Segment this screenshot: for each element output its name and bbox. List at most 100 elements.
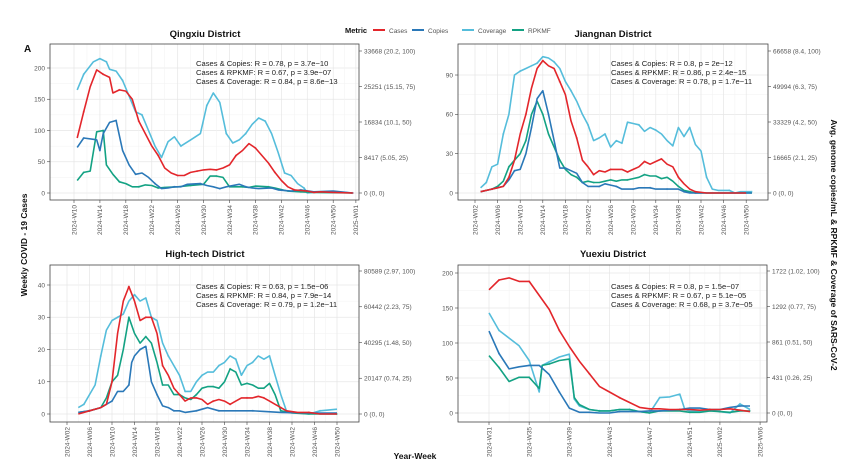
data-point-rpkmf (212, 385, 215, 388)
data-point-coverage (553, 60, 556, 64)
y-tick-label: 0 (449, 410, 453, 417)
y-tick-label: 0 (41, 190, 45, 197)
correlation-annotation: Cases & Copies: R = 0.78, p = 3.7e−10 (196, 59, 328, 68)
data-point-cases (102, 73, 105, 76)
x-tick-label: 2024-W50 (331, 205, 338, 235)
y-tick-label: 0 (449, 190, 453, 197)
data-point-coverage (184, 390, 187, 393)
data-point-copies (110, 400, 114, 403)
data-point-copies (244, 185, 247, 188)
data-point-coverage (200, 374, 204, 377)
data-point-cases (307, 411, 310, 414)
panel-title: Jiangnan District (574, 29, 652, 40)
y-right-tick-label: 0 (0, 0) (364, 190, 385, 197)
y-axis-right-title: Avg. genome copies/mL & RPKMF & Coverage… (829, 119, 839, 371)
data-point-cases (195, 396, 198, 399)
data-point-cases (215, 168, 218, 171)
data-point-coverage (688, 126, 691, 129)
data-point-rpkmf (575, 176, 578, 179)
series-line-cases (488, 277, 751, 413)
data-point-cases (507, 176, 510, 179)
data-point-coverage (99, 354, 102, 358)
data-point-rpkmf (279, 409, 282, 412)
panel-high-tech-district: High-tech District 0 10 20 30 40 0 (0, 0) 20147… (38, 249, 416, 457)
legend-label: Coverage (478, 28, 507, 35)
x-tick-label: 2024-W26 (175, 205, 182, 235)
data-point-copies (618, 410, 621, 413)
data-point-coverage (283, 171, 286, 175)
data-point-coverage (502, 132, 505, 136)
y-tick-label: 30 (38, 315, 46, 322)
legend: Cases Copies Coverage RPKMF (373, 28, 551, 35)
data-point-coverage (217, 364, 220, 367)
legend-label: Cases (389, 28, 408, 35)
x-tick-label: 2024-W50 (744, 205, 751, 235)
y-tick-label: 40 (38, 282, 46, 289)
data-point-coverage (179, 145, 183, 148)
y-right-tick-label: 60442 (2.23, 75) (364, 304, 412, 311)
data-point-cases (82, 110, 85, 113)
data-point-cases (137, 120, 140, 123)
x-tick-label: 2024-W18 (563, 205, 570, 235)
y-right-tick-label: 66658 (8.4, 100) (773, 48, 821, 55)
data-point-rpkmf (102, 129, 105, 132)
data-point-cases (312, 191, 315, 194)
x-tick-label: 2024-W02 (472, 205, 479, 235)
data-point-copies (632, 187, 635, 191)
panel-title: Qingxiu District (170, 29, 242, 40)
y-tick-label: 150 (442, 305, 453, 312)
data-point-coverage (485, 181, 488, 184)
data-point-cases (558, 80, 561, 83)
data-point-coverage (160, 156, 163, 159)
y-tick-label: 200 (34, 65, 45, 72)
y-tick-label: 0 (41, 411, 45, 418)
data-point-copies (581, 181, 584, 184)
data-point-coverage (620, 142, 624, 145)
data-point-copies (115, 119, 118, 122)
data-point-cases (738, 409, 742, 412)
data-point-rpkmf (643, 173, 646, 176)
x-tick-label: 2024-W46 (721, 205, 728, 235)
data-point-copies (513, 169, 516, 172)
x-tick-label: 2024-W06 (495, 205, 502, 235)
x-tick-label: 2024-W43 (607, 427, 614, 457)
series-line-cases (78, 285, 337, 415)
correlation-annotation: Cases & RPKMF: R = 0.67, p = 3.9e−07 (196, 68, 331, 77)
y-right-tick-label: 80589 (2.97, 100) (364, 268, 415, 275)
data-point-cases (196, 170, 199, 173)
x-tick-label: 2024-W46 (305, 205, 312, 235)
correlation-annotation: Cases & Copies: R = 0.8, p = 2e−12 (611, 59, 733, 68)
series-line-copies (78, 345, 337, 414)
correlation-annotation: Cases & Coverage: R = 0.68, p = 3.7e−05 (611, 300, 753, 309)
data-point-cases (254, 146, 257, 150)
data-point-coverage (234, 358, 237, 361)
data-point-rpkmf (195, 393, 198, 396)
panel-qingxiu-district: Qingxiu District 0 50 100 150 200 0 (0, 0) 8417… (34, 29, 415, 235)
data-point-cases (609, 168, 612, 171)
data-point-coverage (251, 361, 254, 364)
data-point-cases (558, 329, 561, 332)
x-tick-label: 2024-W34 (244, 427, 251, 457)
data-point-rpkmf (215, 175, 218, 178)
x-tick-label: 2024-W10 (109, 427, 116, 457)
data-point-cases (88, 409, 91, 412)
data-point-copies (98, 149, 102, 152)
x-tick-label: 2024-W26 (199, 427, 206, 457)
data-point-coverage (133, 293, 136, 296)
data-point-rpkmf (161, 383, 164, 387)
data-point-rpkmf (688, 411, 691, 414)
x-tick-label: 2024-W14 (132, 427, 139, 457)
y-right-tick-label: 861 (0.51, 50) (772, 339, 812, 346)
data-point-copies (134, 173, 137, 176)
y-right-tick-label: 33668 (20.2, 100) (364, 48, 415, 55)
x-tick-label: 2024-W38 (253, 205, 260, 235)
data-point-cases (161, 364, 164, 367)
x-tick-label: 2024-W42 (289, 427, 296, 457)
data-point-coverage (637, 123, 640, 126)
x-tick-label: 2024-W38 (267, 427, 274, 457)
data-point-rpkmf (262, 387, 265, 390)
series-line-copies (480, 89, 752, 194)
plot-frame (49, 264, 360, 423)
correlation-annotation: Cases & RPKMF: R = 0.67, p = 5.1e−05 (611, 291, 746, 300)
data-point-rpkmf (497, 366, 501, 369)
